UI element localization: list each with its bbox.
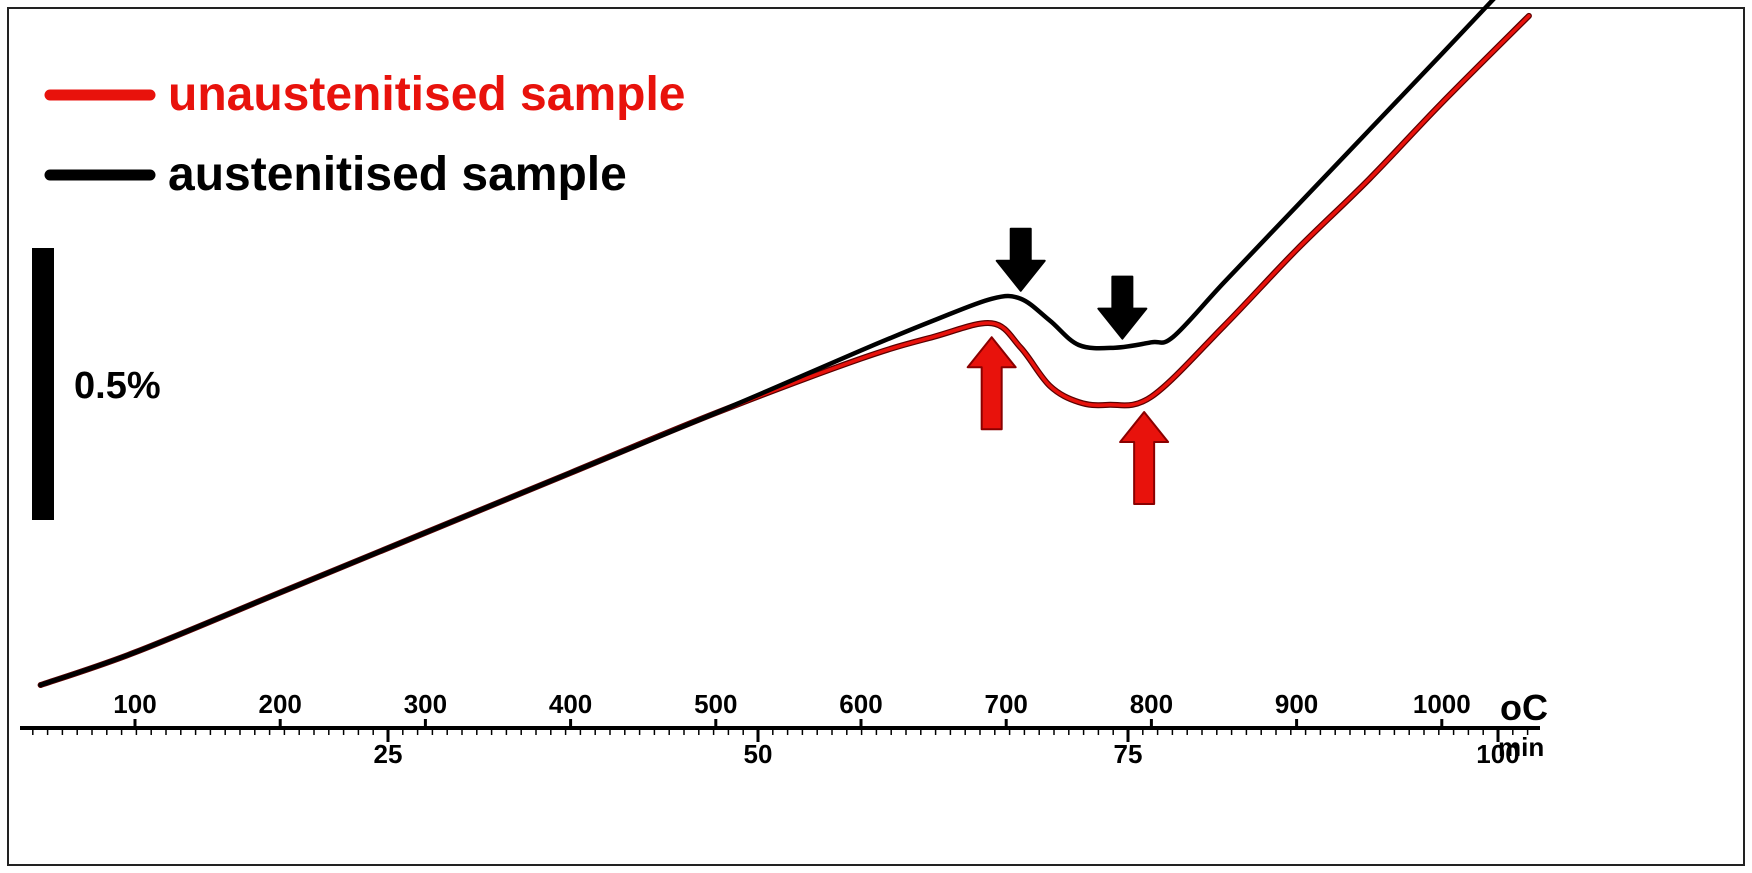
temperature-tick-label: 100 [113, 689, 156, 719]
scale-bar [32, 248, 54, 520]
temperature-tick-label: 300 [404, 689, 447, 719]
series-layer [37, 0, 1532, 688]
temperature-tick-label: 1000 [1413, 689, 1471, 719]
legend-label-austenitised: austenitised sample [168, 148, 627, 201]
temperature-tick-label: 700 [985, 689, 1028, 719]
temperature-axis: 100 200 300 400 500 600 700 800 900 1000 [113, 689, 1471, 726]
transition-arrow-austenitised [995, 227, 1046, 292]
time-tick-label: 50 [744, 739, 773, 769]
time-unit-label: min [1498, 732, 1544, 762]
chart-frame [7, 7, 1745, 866]
transition-arrows [966, 227, 1170, 506]
temperature-unit-label: oC [1500, 687, 1548, 728]
time-tick-label: 25 [374, 739, 403, 769]
legend-label-unaustenitised: unaustenitised sample [168, 68, 685, 121]
temperature-tick-label: 800 [1130, 689, 1173, 719]
scale-bar-label: 0.5% [74, 365, 161, 407]
transition-arrow-unaustenitised [1119, 411, 1170, 506]
temperature-tick-label: 200 [259, 689, 302, 719]
transition-arrow-austenitised [1097, 275, 1148, 340]
temperature-tick-label: 400 [549, 689, 592, 719]
legend: unaustenitised sample austenitised sampl… [44, 68, 685, 201]
temperature-tick-label: 500 [694, 689, 737, 719]
transition-arrow-unaustenitised [966, 336, 1017, 431]
series-line-austenitised [38, 0, 1496, 688]
temperature-tick-label: 600 [839, 689, 882, 719]
time-axis: 25 50 75 100 [20, 726, 1540, 769]
time-tick-label: 75 [1114, 739, 1143, 769]
temperature-tick-label: 900 [1275, 689, 1318, 719]
time-tick-label: 100 [1476, 739, 1519, 769]
